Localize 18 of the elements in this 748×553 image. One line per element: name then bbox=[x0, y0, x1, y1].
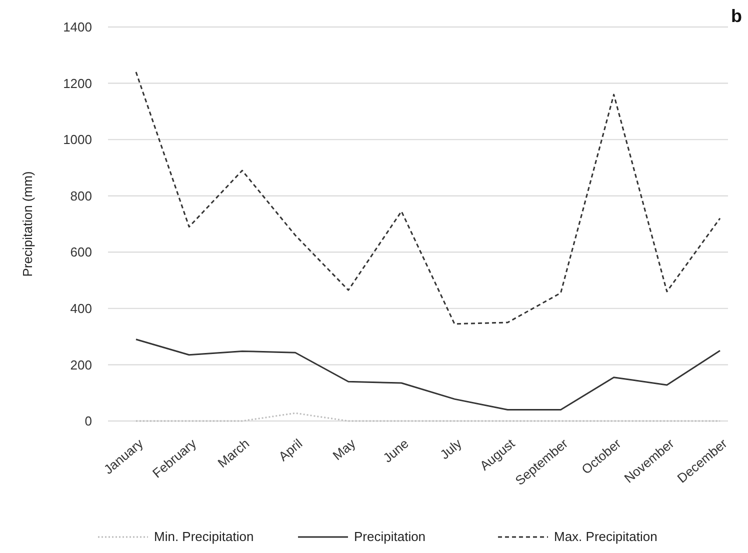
x-tick-label: May bbox=[330, 435, 359, 464]
legend-label: Precipitation bbox=[354, 529, 426, 544]
legend-label: Min. Precipitation bbox=[154, 529, 254, 544]
line-series bbox=[135, 338, 721, 410]
y-axis-title: Precipitation (mm) bbox=[20, 171, 35, 277]
y-tick-label: 400 bbox=[70, 300, 92, 316]
x-tick-label: June bbox=[380, 436, 412, 466]
y-tick-label: 800 bbox=[70, 188, 92, 204]
y-tick-label: 1400 bbox=[63, 20, 92, 35]
y-tick-label: 200 bbox=[70, 357, 92, 372]
y-tick-label: 0 bbox=[84, 414, 92, 429]
legend-label: Max. Precipitation bbox=[554, 529, 658, 544]
y-tick-label: 1000 bbox=[63, 132, 92, 148]
y-tick-label: 1200 bbox=[63, 76, 92, 91]
line-series bbox=[135, 71, 721, 325]
text: b bbox=[731, 6, 742, 26]
x-tick-label: July bbox=[437, 435, 465, 462]
y-tick-label: 600 bbox=[70, 244, 92, 260]
